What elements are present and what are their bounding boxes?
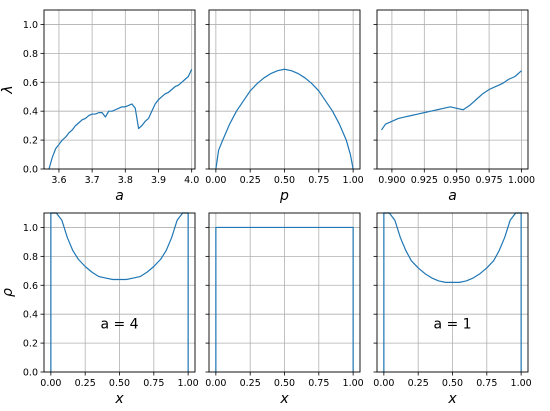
x-tick-label: 1.00	[343, 175, 364, 186]
x-tick-label: 3.6	[51, 175, 66, 186]
x-axis-label: a	[115, 188, 124, 204]
y-axis-label: ρ	[0, 288, 16, 297]
x-tick-label: 0.25	[240, 175, 261, 186]
y-tick-label: 1.0	[23, 20, 38, 31]
y-tick-label: 0.8	[23, 252, 38, 263]
y-tick-label: 0.2	[23, 136, 38, 147]
series-line-0	[50, 212, 189, 372]
y-tick-label: 0.0	[23, 165, 38, 176]
x-tick-label: 0.00	[373, 378, 394, 389]
panel-top-right: 0.900 0.925 0.950 0.975 1.000 a	[373, 9, 535, 204]
x-tick-label: 0.75	[308, 175, 329, 186]
series-line-0	[215, 226, 354, 372]
x-tick-label: 0.925	[411, 175, 438, 186]
x-axis-label: p	[279, 188, 289, 204]
x-tick-label: 0.25	[75, 378, 96, 389]
panel-bottom-middle: 0.00 0.25 0.50 0.75 1.00 x	[205, 212, 364, 407]
panel-bottom-left: 0.00 0.25 0.50 0.75 1.00 0.0 0.2 0.4 0.6 0.8 1.0 x ρ…	[0, 212, 199, 407]
x-tick-label: 3.7	[85, 175, 100, 186]
panel-top-left: 3.6 3.7 3.8 3.9 4.0 0.0 0.2 0.4 0.6 0.8 1.0 a λ	[0, 9, 199, 204]
y-tick-label: 0.4	[23, 310, 38, 321]
x-tick-label: 0.00	[205, 378, 226, 389]
series-line-0	[381, 70, 522, 131]
x-tick-label: 0.950	[443, 175, 470, 186]
y-tick-label: 0.2	[23, 339, 38, 350]
x-tick-label: 0.50	[442, 378, 463, 389]
x-tick-label: 3.9	[151, 175, 166, 186]
x-tick-label: 0.50	[274, 175, 295, 186]
x-axis-label: a	[448, 188, 457, 204]
y-tick-label: 0.0	[23, 368, 38, 379]
panel-annotation: a = 1	[433, 317, 471, 333]
x-tick-label: 0.00	[40, 378, 61, 389]
x-tick-label: 0.00	[205, 175, 226, 186]
panel-top-middle: 0.00 0.25 0.50 0.75 1.00 p	[205, 9, 364, 204]
axes-frame	[43, 9, 196, 170]
x-tick-label: 1.000	[508, 175, 535, 186]
x-tick-label: 0.900	[378, 175, 405, 186]
y-tick-label: 0.6	[23, 281, 38, 292]
axes-frame	[376, 9, 529, 170]
x-axis-label: x	[114, 391, 124, 407]
x-tick-label: 1.00	[511, 378, 532, 389]
y-tick-label: 0.6	[23, 78, 38, 89]
x-tick-label: 0.75	[308, 378, 329, 389]
x-tick-label: 4.0	[184, 175, 199, 186]
x-tick-label: 0.975	[476, 175, 503, 186]
x-tick-label: 1.00	[343, 378, 364, 389]
x-axis-label: x	[279, 391, 289, 407]
x-tick-label: 0.25	[408, 378, 429, 389]
y-tick-label: 0.8	[23, 49, 38, 60]
x-tick-label: 0.25	[240, 378, 261, 389]
series-line-0	[383, 212, 522, 372]
panel-annotation: a = 4	[100, 317, 138, 333]
y-axis-label: λ	[0, 85, 16, 94]
x-tick-label: 0.75	[143, 378, 164, 389]
x-axis-label: x	[447, 391, 457, 407]
panel-bottom-right: 0.00 0.25 0.50 0.75 1.00 x a = 1	[373, 212, 532, 407]
series-line-0	[48, 69, 193, 170]
x-tick-label: 0.50	[274, 378, 295, 389]
x-tick-label: 1.00	[178, 378, 199, 389]
x-tick-label: 0.75	[476, 378, 497, 389]
y-tick-label: 0.4	[23, 107, 38, 118]
x-tick-label: 3.8	[118, 175, 133, 186]
y-tick-label: 1.0	[23, 223, 38, 234]
series-line-0	[215, 68, 354, 170]
x-tick-label: 0.50	[109, 378, 130, 389]
